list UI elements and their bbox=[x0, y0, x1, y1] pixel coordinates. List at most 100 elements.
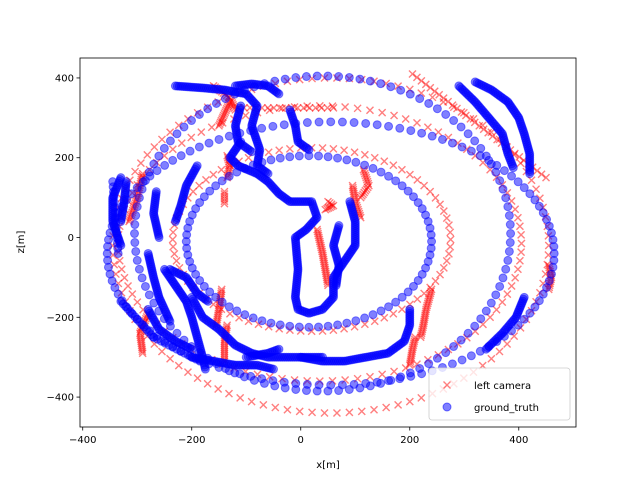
data-point-left-camera bbox=[446, 235, 455, 244]
data-point-left-camera bbox=[413, 175, 422, 184]
data-point-ground-truth bbox=[507, 171, 517, 181]
data-point-left-camera bbox=[397, 165, 406, 174]
data-point-ground-truth bbox=[481, 306, 491, 316]
data-point-left-camera bbox=[439, 263, 448, 272]
data-point-left-camera bbox=[264, 148, 273, 157]
data-point-ground-truth bbox=[406, 126, 416, 136]
data-point-left-camera bbox=[174, 361, 183, 370]
data-point-left-camera bbox=[486, 313, 495, 322]
data-point-left-camera bbox=[321, 205, 330, 214]
data-point-left-camera bbox=[495, 347, 504, 356]
data-point-left-camera bbox=[133, 298, 142, 307]
data-point-left-camera bbox=[380, 313, 389, 322]
legend-marker-left-camera bbox=[443, 381, 451, 389]
data-point-left-camera bbox=[436, 200, 445, 209]
data-point-ground-truth bbox=[214, 134, 224, 144]
data-point-ground-truth bbox=[165, 316, 175, 326]
data-point-ground-truth bbox=[501, 193, 511, 203]
data-point-left-camera bbox=[442, 256, 451, 265]
data-point-ground-truth bbox=[302, 118, 312, 128]
data-point-ground-truth bbox=[384, 121, 394, 131]
data-point-ground-truth bbox=[368, 163, 378, 173]
data-point-ground-truth bbox=[239, 372, 249, 382]
data-point-ground-truth bbox=[191, 269, 201, 279]
data-point-ground-truth bbox=[194, 142, 204, 152]
data-point-ground-truth bbox=[199, 281, 209, 291]
data-point-left-camera bbox=[434, 128, 443, 137]
data-point-left-camera bbox=[488, 132, 497, 141]
data-point-ground-truth bbox=[291, 73, 301, 83]
data-point-ground-truth bbox=[304, 322, 314, 332]
data-point-ground-truth bbox=[285, 152, 295, 162]
data-point-ground-truth bbox=[386, 375, 396, 385]
data-point-ground-truth bbox=[270, 381, 280, 391]
data-point-ground-truth bbox=[314, 322, 324, 332]
data-point-ground-truth bbox=[427, 131, 437, 141]
data-point-left-camera bbox=[444, 221, 453, 230]
data-point-left-camera bbox=[439, 94, 448, 103]
data-point-left-camera bbox=[487, 354, 496, 363]
data-point-ground-truth bbox=[403, 186, 413, 196]
data-point-ground-truth bbox=[132, 202, 142, 212]
data-point-left-camera bbox=[420, 181, 429, 190]
data-point-left-camera bbox=[329, 144, 338, 153]
data-point-left-camera bbox=[446, 242, 455, 251]
data-point-ground-truth bbox=[132, 255, 142, 265]
data-point-ground-truth bbox=[149, 159, 159, 169]
data-point-ground-truth bbox=[437, 134, 447, 144]
data-point-ground-truth bbox=[224, 302, 234, 312]
data-point-left-camera bbox=[305, 103, 314, 112]
data-point-ground-truth bbox=[249, 375, 259, 385]
data-point-left-camera bbox=[423, 123, 432, 132]
data-point-ground-truth bbox=[217, 297, 227, 307]
data-point-ground-truth bbox=[323, 71, 333, 81]
data-point-ground-truth bbox=[294, 151, 304, 161]
data-point-left-camera bbox=[461, 111, 470, 120]
data-point-left-camera bbox=[401, 114, 410, 123]
data-point-left-camera bbox=[341, 102, 350, 111]
data-point-ground-truth bbox=[186, 116, 196, 126]
data-point-ground-truth bbox=[205, 186, 215, 196]
data-point-left-camera bbox=[498, 298, 507, 307]
data-point-left-camera bbox=[220, 199, 229, 208]
data-point-left-camera bbox=[515, 222, 524, 231]
data-point-ground-truth bbox=[211, 181, 221, 191]
data-point-left-camera bbox=[201, 175, 210, 184]
data-point-ground-truth bbox=[224, 131, 234, 141]
data-point-left-camera bbox=[428, 93, 437, 102]
data-point-left-camera bbox=[515, 256, 524, 265]
data-point-ground-truth bbox=[491, 167, 501, 177]
data-point-ground-truth bbox=[333, 320, 343, 330]
data-point-ground-truth bbox=[463, 129, 473, 139]
x-tick-label: 200 bbox=[400, 435, 419, 446]
data-point-left-camera bbox=[457, 107, 466, 116]
data-point-ground-truth bbox=[499, 166, 509, 176]
data-point-ground-truth bbox=[417, 204, 427, 214]
x-axis: −400 −200 0 200 400 bbox=[69, 427, 528, 446]
data-point-left-camera bbox=[169, 242, 178, 251]
data-point-ground-truth bbox=[344, 73, 354, 83]
data-point-left-camera bbox=[308, 408, 317, 417]
data-point-ground-truth bbox=[396, 85, 406, 95]
data-point-ground-truth bbox=[498, 273, 508, 283]
data-point-ground-truth bbox=[486, 159, 496, 169]
data-point-ground-truth bbox=[179, 122, 189, 132]
data-point-ground-truth bbox=[323, 321, 333, 331]
data-point-ground-truth bbox=[248, 313, 258, 323]
data-point-ground-truth bbox=[259, 378, 269, 388]
data-point-ground-truth bbox=[294, 322, 304, 332]
data-point-ground-truth bbox=[337, 380, 347, 390]
data-point-ground-truth bbox=[466, 351, 476, 361]
data-point-left-camera bbox=[168, 145, 177, 154]
data-point-ground-truth bbox=[534, 296, 544, 306]
x-axis-label: x[m] bbox=[316, 460, 340, 471]
data-point-ground-truth bbox=[275, 320, 285, 330]
data-point-left-camera bbox=[511, 205, 520, 214]
x-tick-label: 0 bbox=[298, 435, 304, 446]
data-point-left-camera bbox=[420, 289, 429, 298]
data-point-ground-truth bbox=[449, 116, 459, 126]
x-tick-label: −400 bbox=[69, 435, 96, 446]
data-point-ground-truth bbox=[170, 217, 180, 227]
data-point-left-camera bbox=[236, 393, 245, 402]
